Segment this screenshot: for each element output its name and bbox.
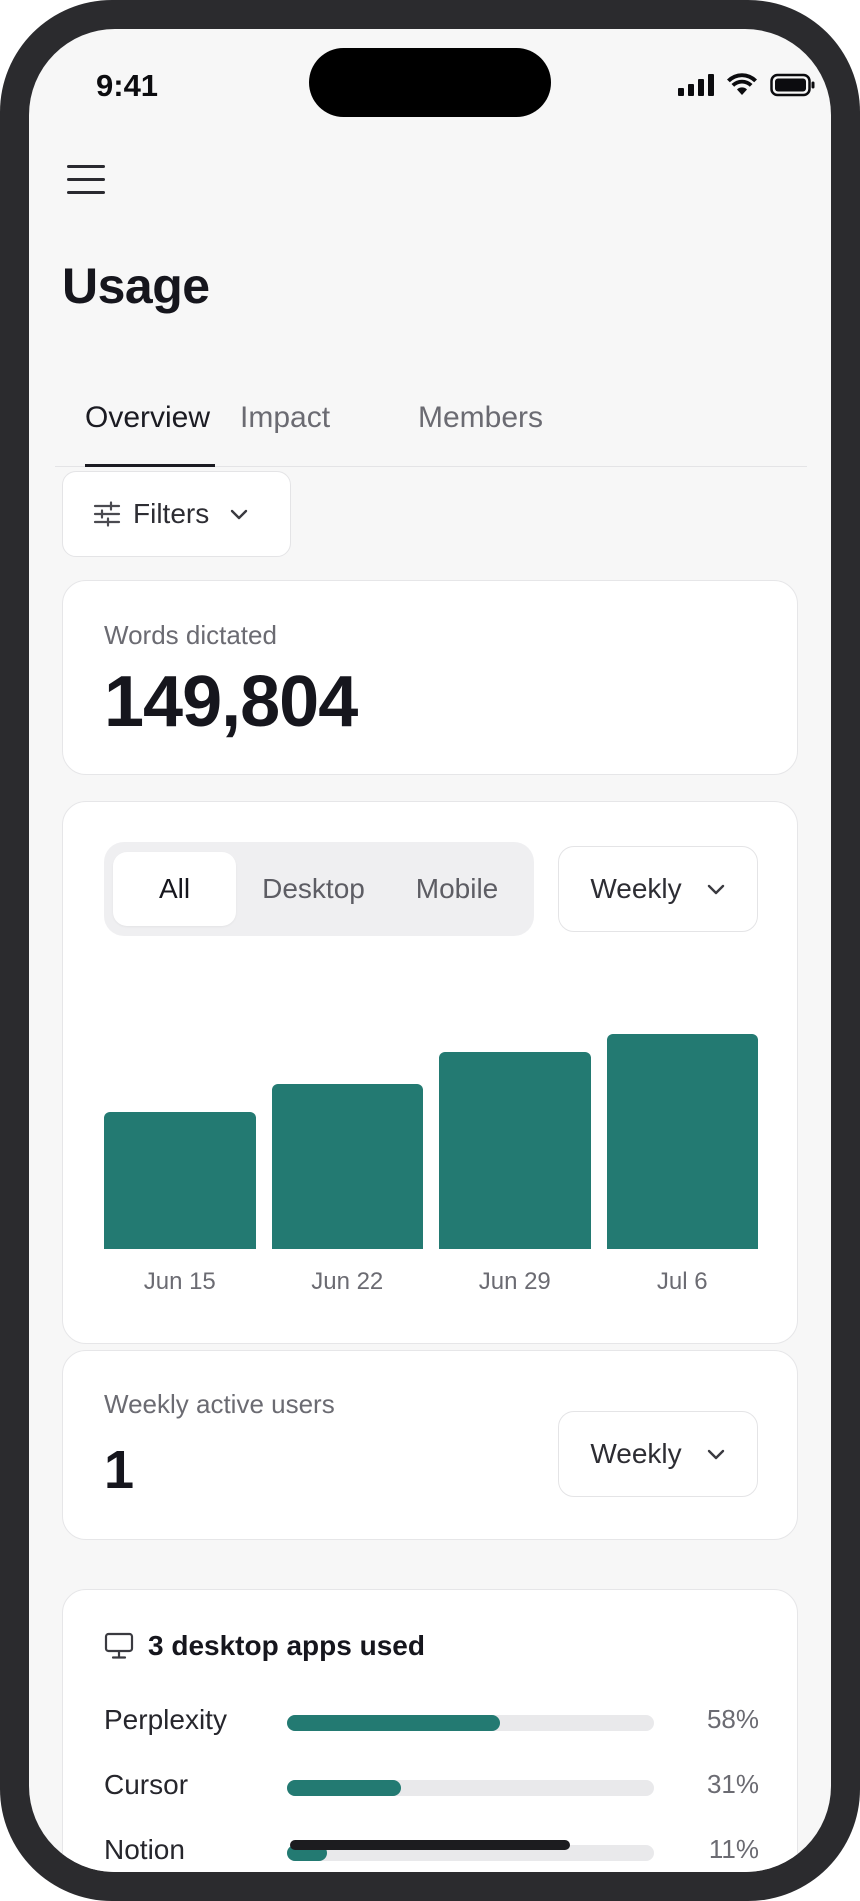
apps-card-title: 3 desktop apps used	[148, 1630, 425, 1661]
weekly-active-users-card: Weekly active users 1 Weekly	[62, 1350, 798, 1540]
words-dictated-label: Words dictated	[104, 620, 277, 650]
words-chart-card: All Desktop Mobile Weekly Jun 15 Jun 22 Ju…	[62, 801, 798, 1344]
sliders-icon	[93, 501, 121, 527]
filters-label: Filters	[133, 498, 210, 529]
app-row: Perplexity 58%	[104, 1700, 759, 1740]
x-tick-label: Jun 22	[311, 1268, 384, 1295]
segment-desktop[interactable]: Desktop	[262, 873, 365, 904]
usage-bar-fill	[287, 1780, 401, 1796]
device-segmented-control: All Desktop Mobile	[104, 842, 534, 936]
desktop-apps-card: 3 desktop apps used Perplexity 58% Curso…	[62, 1589, 798, 1872]
segment-all[interactable]: All	[113, 852, 236, 926]
chevron-down-icon	[231, 509, 248, 520]
app-name: Perplexity	[104, 1704, 227, 1735]
chart-bar	[606, 1034, 758, 1249]
active-tab-indicator	[85, 464, 215, 467]
usage-bar-fill	[287, 1715, 500, 1731]
dynamic-island	[309, 48, 551, 117]
app-screen: 9:41 Usage Overview Impact Members	[29, 29, 831, 1872]
tab-bar: Overview Impact Members	[55, 381, 807, 467]
usage-bar-track	[287, 1780, 654, 1796]
filters-button[interactable]: Filters	[62, 471, 291, 557]
segment-mobile[interactable]: Mobile	[415, 873, 499, 904]
chart-period-select[interactable]: Weekly	[558, 846, 758, 932]
status-time: 9:41	[96, 68, 159, 103]
wau-label: Weekly active users	[104, 1389, 335, 1419]
words-dictated-value: 149,804	[104, 662, 358, 742]
x-tick-label: Jul 6	[656, 1268, 708, 1295]
wifi-icon	[727, 73, 757, 95]
cellular-signal-icon	[678, 74, 714, 96]
app-percent: 31%	[706, 1769, 759, 1799]
x-tick-label: Jun 29	[478, 1268, 551, 1295]
chevron-down-icon	[707, 1449, 724, 1460]
battery-icon	[770, 73, 815, 97]
chevron-down-icon	[707, 884, 724, 895]
chart-bar	[439, 1052, 591, 1249]
app-name: Notion	[104, 1834, 185, 1865]
wau-period-select[interactable]: Weekly	[558, 1411, 758, 1497]
apps-card-header: 3 desktop apps used	[104, 1630, 425, 1662]
tab-impact[interactable]: Impact	[240, 401, 331, 434]
app-row: Cursor 31%	[104, 1765, 759, 1805]
monitor-icon	[104, 1632, 134, 1659]
wau-value: 1	[104, 1440, 134, 1500]
tab-members[interactable]: Members	[418, 401, 544, 434]
words-dictated-card: Words dictated 149,804	[62, 580, 798, 775]
app-percent: 58%	[706, 1704, 759, 1734]
app-name: Cursor	[104, 1769, 189, 1800]
status-icons	[678, 73, 816, 97]
app-row: Notion 11%	[104, 1830, 759, 1870]
usage-bar-track	[287, 1715, 654, 1731]
wau-period-value: Weekly	[590, 1438, 682, 1469]
tab-overview[interactable]: Overview	[85, 401, 211, 434]
menu-icon[interactable]	[67, 165, 105, 197]
chart-bar	[104, 1112, 256, 1249]
chart-bar	[271, 1084, 423, 1249]
home-indicator	[290, 1840, 570, 1850]
x-tick-label: Jun 15	[143, 1268, 216, 1295]
page-title: Usage	[62, 258, 210, 314]
app-percent: 11%	[708, 1834, 759, 1864]
words-bar-chart: Jun 15 Jun 22 Jun 29 Jul 6	[63, 802, 799, 1345]
chart-period-value: Weekly	[590, 873, 682, 904]
